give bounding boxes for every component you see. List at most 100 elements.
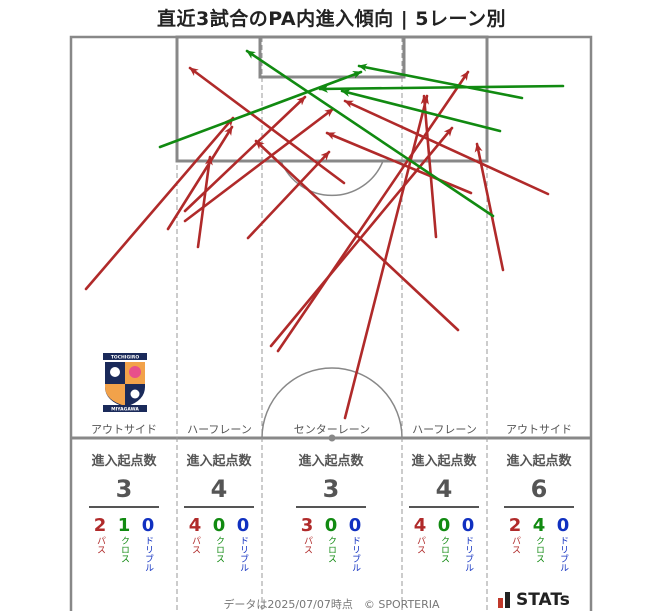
lane-label-halfspace-right: ハーフレーン [412,423,477,436]
lane-stat-block: 進入起点数 6 2 パス 4 クロス 0 ドリブル [489,450,589,572]
stat-cross: 0 クロス [436,516,452,572]
stat-divider [409,506,479,508]
penalty-arc [280,160,384,197]
lane-stat-block: 進入起点数 4 4 パス 0 クロス 0 ドリブル [169,450,269,572]
stat-pass: 4 パス [187,516,203,572]
stat-dribble-label: ドリブル [350,536,360,572]
stat-total: 4 [435,475,453,503]
stat-dribble-count: 0 [141,515,155,536]
team-crest-bottom-text: MIYAGAWA [111,407,139,413]
pass-arrow [183,95,307,213]
stat-cross-count: 0 [324,515,338,536]
stat-pass-label: パス [415,536,425,554]
stat-cross-label: クロス [214,536,224,563]
stat-pass: 3 パス [299,516,315,572]
stat-cross: 0 クロス [323,516,339,572]
pass-arrow [196,155,213,249]
stat-breakdown: 2 パス 4 クロス 0 ドリブル [489,515,589,573]
stat-breakdown: 3 パス 0 クロス 0 ドリブル [281,515,381,573]
lane-label-outside-right: アウトサイド [506,423,572,436]
stat-breakdown: 2 パス 1 クロス 0 ドリブル [74,515,174,573]
arrows-layer [84,49,565,420]
cross-arrow [318,84,565,93]
pass-arrow [84,116,235,291]
stat-dribble: 0 ドリブル [235,515,251,573]
pass-arrow [343,94,429,420]
cross-arrow [158,70,363,149]
stats-brand-logo: STATs [498,590,570,610]
stat-pass-count: 2 [93,515,107,536]
cross-arrow [340,89,502,133]
pass-arrow [166,125,234,231]
stat-dribble: 0 ドリブル [555,515,571,573]
stat-dribble-label: ドリブル [463,536,473,572]
stat-cross-count: 1 [117,515,131,536]
footer-note: データは2025/07/07時点 © SPORTERIA [223,598,440,611]
lane-label-halfspace-left: ハーフレーン [187,423,252,436]
lane-stat-block: 進入起点数 3 2 パス 1 クロス 0 ドリブル [74,450,174,572]
lane-label-center: センターレーン [293,423,371,436]
stat-dribble-count: 0 [348,515,362,536]
stat-dribble: 0 ドリブル [460,515,476,573]
pass-arrow [188,66,346,185]
stat-heading: 進入起点数 [298,454,364,469]
center-spot [328,434,336,442]
stat-heading: 進入起点数 [506,454,572,469]
stat-total: 4 [210,475,228,503]
stat-divider [89,506,159,508]
stat-pass-count: 4 [188,515,202,536]
lane-stat-block: 進入起点数 3 3 パス 0 クロス 0 ドリブル [281,450,381,572]
pass-arrow [474,142,505,272]
team-crest-logo: TOCHIGIRO MIYAGAWA [103,353,147,413]
center-circle [261,367,403,439]
chart-title: 直近3試合のPA内進入傾向 | 5レーン別 [156,8,507,30]
stat-dribble-count: 0 [236,515,250,536]
pass-arrow [246,150,331,240]
stat-heading: 進入起点数 [91,454,157,469]
stats-brand-text: STATs [516,590,570,610]
pass-arrow [183,107,335,223]
stat-dribble-count: 0 [556,515,570,536]
stat-pass: 2 パス [92,516,108,572]
pass-arrow [420,94,438,239]
stat-cross-label: クロス [439,536,449,563]
stat-pass-label: パス [190,536,200,554]
stat-dribble-label: ドリブル [143,536,153,572]
stat-divider [296,506,366,508]
stat-dribble-label: ドリブル [558,536,568,572]
stat-pass-label: パス [95,536,105,554]
stat-cross-label: クロス [534,536,544,563]
stat-cross-count: 0 [212,515,226,536]
lane-stat-block: 進入起点数 4 4 パス 0 クロス 0 ドリブル [394,450,494,572]
stat-cross-count: 4 [532,515,546,536]
pass-arrow [325,131,473,195]
stat-breakdown: 4 パス 0 クロス 0 ドリブル [394,515,494,573]
stat-dribble-count: 0 [461,515,475,536]
stat-divider [504,506,574,508]
stat-dribble-label: ドリブル [238,536,248,572]
stat-cross: 0 クロス [211,516,227,572]
stat-cross: 1 クロス [116,516,132,572]
stat-total: 3 [322,475,340,503]
pass-arrow [269,126,454,348]
stat-pass-count: 3 [300,515,314,536]
stat-divider [184,506,254,508]
stat-pass-label: パス [302,536,312,554]
stat-breakdown: 4 パス 0 クロス 0 ドリブル [169,515,269,573]
stat-dribble: 0 ドリブル [140,515,156,573]
stat-heading: 進入起点数 [186,454,252,469]
stat-total: 6 [530,475,548,503]
stat-heading: 進入起点数 [411,454,477,469]
team-crest-top-text: TOCHIGIRO [111,355,139,361]
cross-arrow [245,49,495,218]
pass-arrow [343,99,550,196]
lane-label-outside-left: アウトサイド [91,423,157,436]
cross-arrow [357,63,524,100]
stat-pass: 4 パス [412,516,428,572]
stat-cross-count: 0 [437,515,451,536]
stat-pass: 2 パス [507,516,523,572]
stat-pass-count: 2 [508,515,522,536]
stat-cross-label: クロス [119,536,129,563]
stat-total: 3 [115,475,133,503]
